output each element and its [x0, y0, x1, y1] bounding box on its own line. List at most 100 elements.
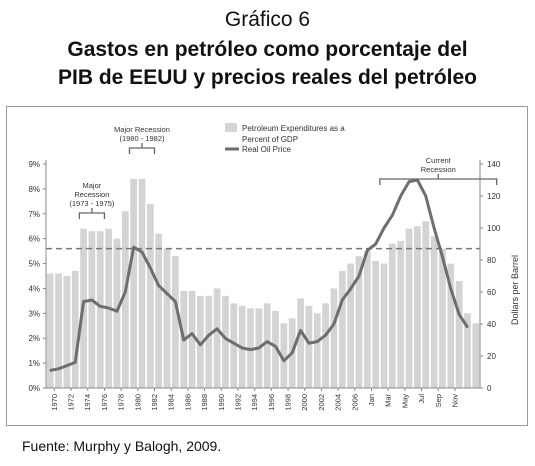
price-point [49, 369, 51, 372]
recession-annotation-label: Current [426, 156, 452, 165]
price-point [408, 180, 410, 183]
price-point [74, 361, 77, 364]
bar [313, 313, 321, 388]
price-point [216, 328, 218, 330]
y-left-tick-label: 6% [28, 235, 40, 244]
price-point [99, 305, 102, 308]
price-point [424, 195, 427, 197]
bar [472, 323, 480, 388]
price-point [182, 339, 185, 341]
x-tick-label: Jan [367, 394, 376, 406]
x-tick-label: 1970 [50, 394, 59, 411]
y-right-tick-label: 140 [487, 160, 501, 169]
price-point [341, 299, 344, 301]
bar [338, 271, 346, 388]
x-tick-label: 2002 [317, 394, 326, 411]
price-point [132, 246, 135, 248]
x-tick-label: 1974 [83, 394, 92, 411]
bar [63, 276, 71, 388]
price-point [191, 332, 193, 335]
recession-annotation-label: Recession [421, 165, 456, 174]
bar [380, 263, 388, 388]
price-point [441, 256, 444, 258]
chart: 0% 1% 2% 3% 4% 5% 6% 7% 8% 9% 0 20 40 60 80 100 120 140 Do… [6, 106, 528, 426]
bar [188, 290, 196, 388]
price-point [449, 288, 452, 290]
bar [71, 271, 79, 388]
price-point [91, 299, 93, 301]
y-left-tick-label: 0% [28, 384, 40, 393]
source-note: Fuente: Murphy y Balogh, 2009. [22, 438, 222, 454]
figure-label: Gráfico 6 [224, 8, 311, 31]
bar [347, 263, 355, 388]
bar [130, 178, 138, 388]
recession-annotation-label: Major Recession [114, 125, 170, 134]
bar [280, 323, 288, 388]
chart-svg: 0% 1% 2% 3% 4% 5% 6% 7% 8% 9% 0 20 40 60 80 100 120 140 Do… [6, 106, 528, 426]
y-left-tick-label: 9% [28, 160, 40, 169]
x-tick-label: 1978 [117, 394, 126, 411]
bar [205, 295, 213, 388]
bar [322, 303, 329, 388]
bar [155, 233, 163, 388]
bar [439, 248, 446, 388]
y-left-tick-label: 3% [28, 309, 40, 318]
price-point [399, 195, 402, 197]
x-tick-label: 1986 [183, 394, 192, 411]
bar [455, 280, 463, 388]
bar [363, 251, 371, 388]
bar [405, 228, 413, 388]
x-tick-label: 1988 [200, 394, 209, 411]
bar [430, 236, 438, 388]
price-point [433, 227, 435, 229]
price-point [82, 300, 85, 303]
y-left-tick-label: 7% [28, 210, 40, 219]
x-tick-label: 1976 [100, 394, 109, 411]
price-point [124, 291, 127, 293]
bar [138, 178, 146, 388]
y-right-tick-label: 80 [487, 256, 496, 265]
bar [197, 295, 204, 388]
y-left-tick-label: 4% [28, 284, 40, 293]
y-left-tick-label: 5% [28, 260, 40, 269]
x-tick-label: Mar [384, 394, 393, 407]
bar [96, 231, 104, 388]
y-right-tick-label: 120 [487, 192, 501, 201]
bar [355, 256, 363, 388]
bar [388, 243, 396, 388]
bar [46, 273, 54, 388]
bar [163, 248, 171, 388]
chart-title-line-1: Gastos en petróleo como porcentaje del [67, 38, 468, 61]
recession-annotation-label: Recession [74, 190, 109, 199]
bar [447, 263, 455, 388]
y-axis-right-label: Dollars per Barrel [510, 255, 520, 325]
bar [171, 256, 179, 388]
legend-bar-label-2: Percent of GDP [242, 135, 298, 144]
y-right-tick-label: 60 [487, 288, 496, 297]
legend-line-label: Real Oil Price [242, 145, 291, 154]
y-right-tick-label: 20 [487, 352, 496, 361]
y-left-tick-label: 8% [28, 185, 40, 194]
x-tick-label: Nov [450, 394, 459, 408]
x-tick-label: Sep [434, 394, 443, 407]
price-point [66, 364, 68, 367]
recession-annotation-label: Major [83, 181, 102, 190]
bar [305, 305, 313, 388]
bar [372, 261, 380, 388]
x-tick-label: 1996 [267, 394, 276, 411]
price-point [241, 347, 243, 349]
bar [222, 295, 229, 388]
bar [213, 288, 221, 388]
bar [464, 313, 471, 388]
bar [146, 203, 154, 388]
price-point [324, 334, 327, 336]
price-point [207, 334, 210, 336]
price-point [141, 251, 143, 253]
x-tick-label: 1982 [150, 394, 159, 411]
x-tick-label: Jul [417, 394, 426, 404]
y-right-tick-label: 40 [487, 320, 496, 329]
price-point [266, 340, 268, 343]
x-tick-label: 2004 [334, 394, 343, 411]
y-left-tick-label: 2% [28, 334, 40, 343]
price-point [166, 292, 168, 295]
